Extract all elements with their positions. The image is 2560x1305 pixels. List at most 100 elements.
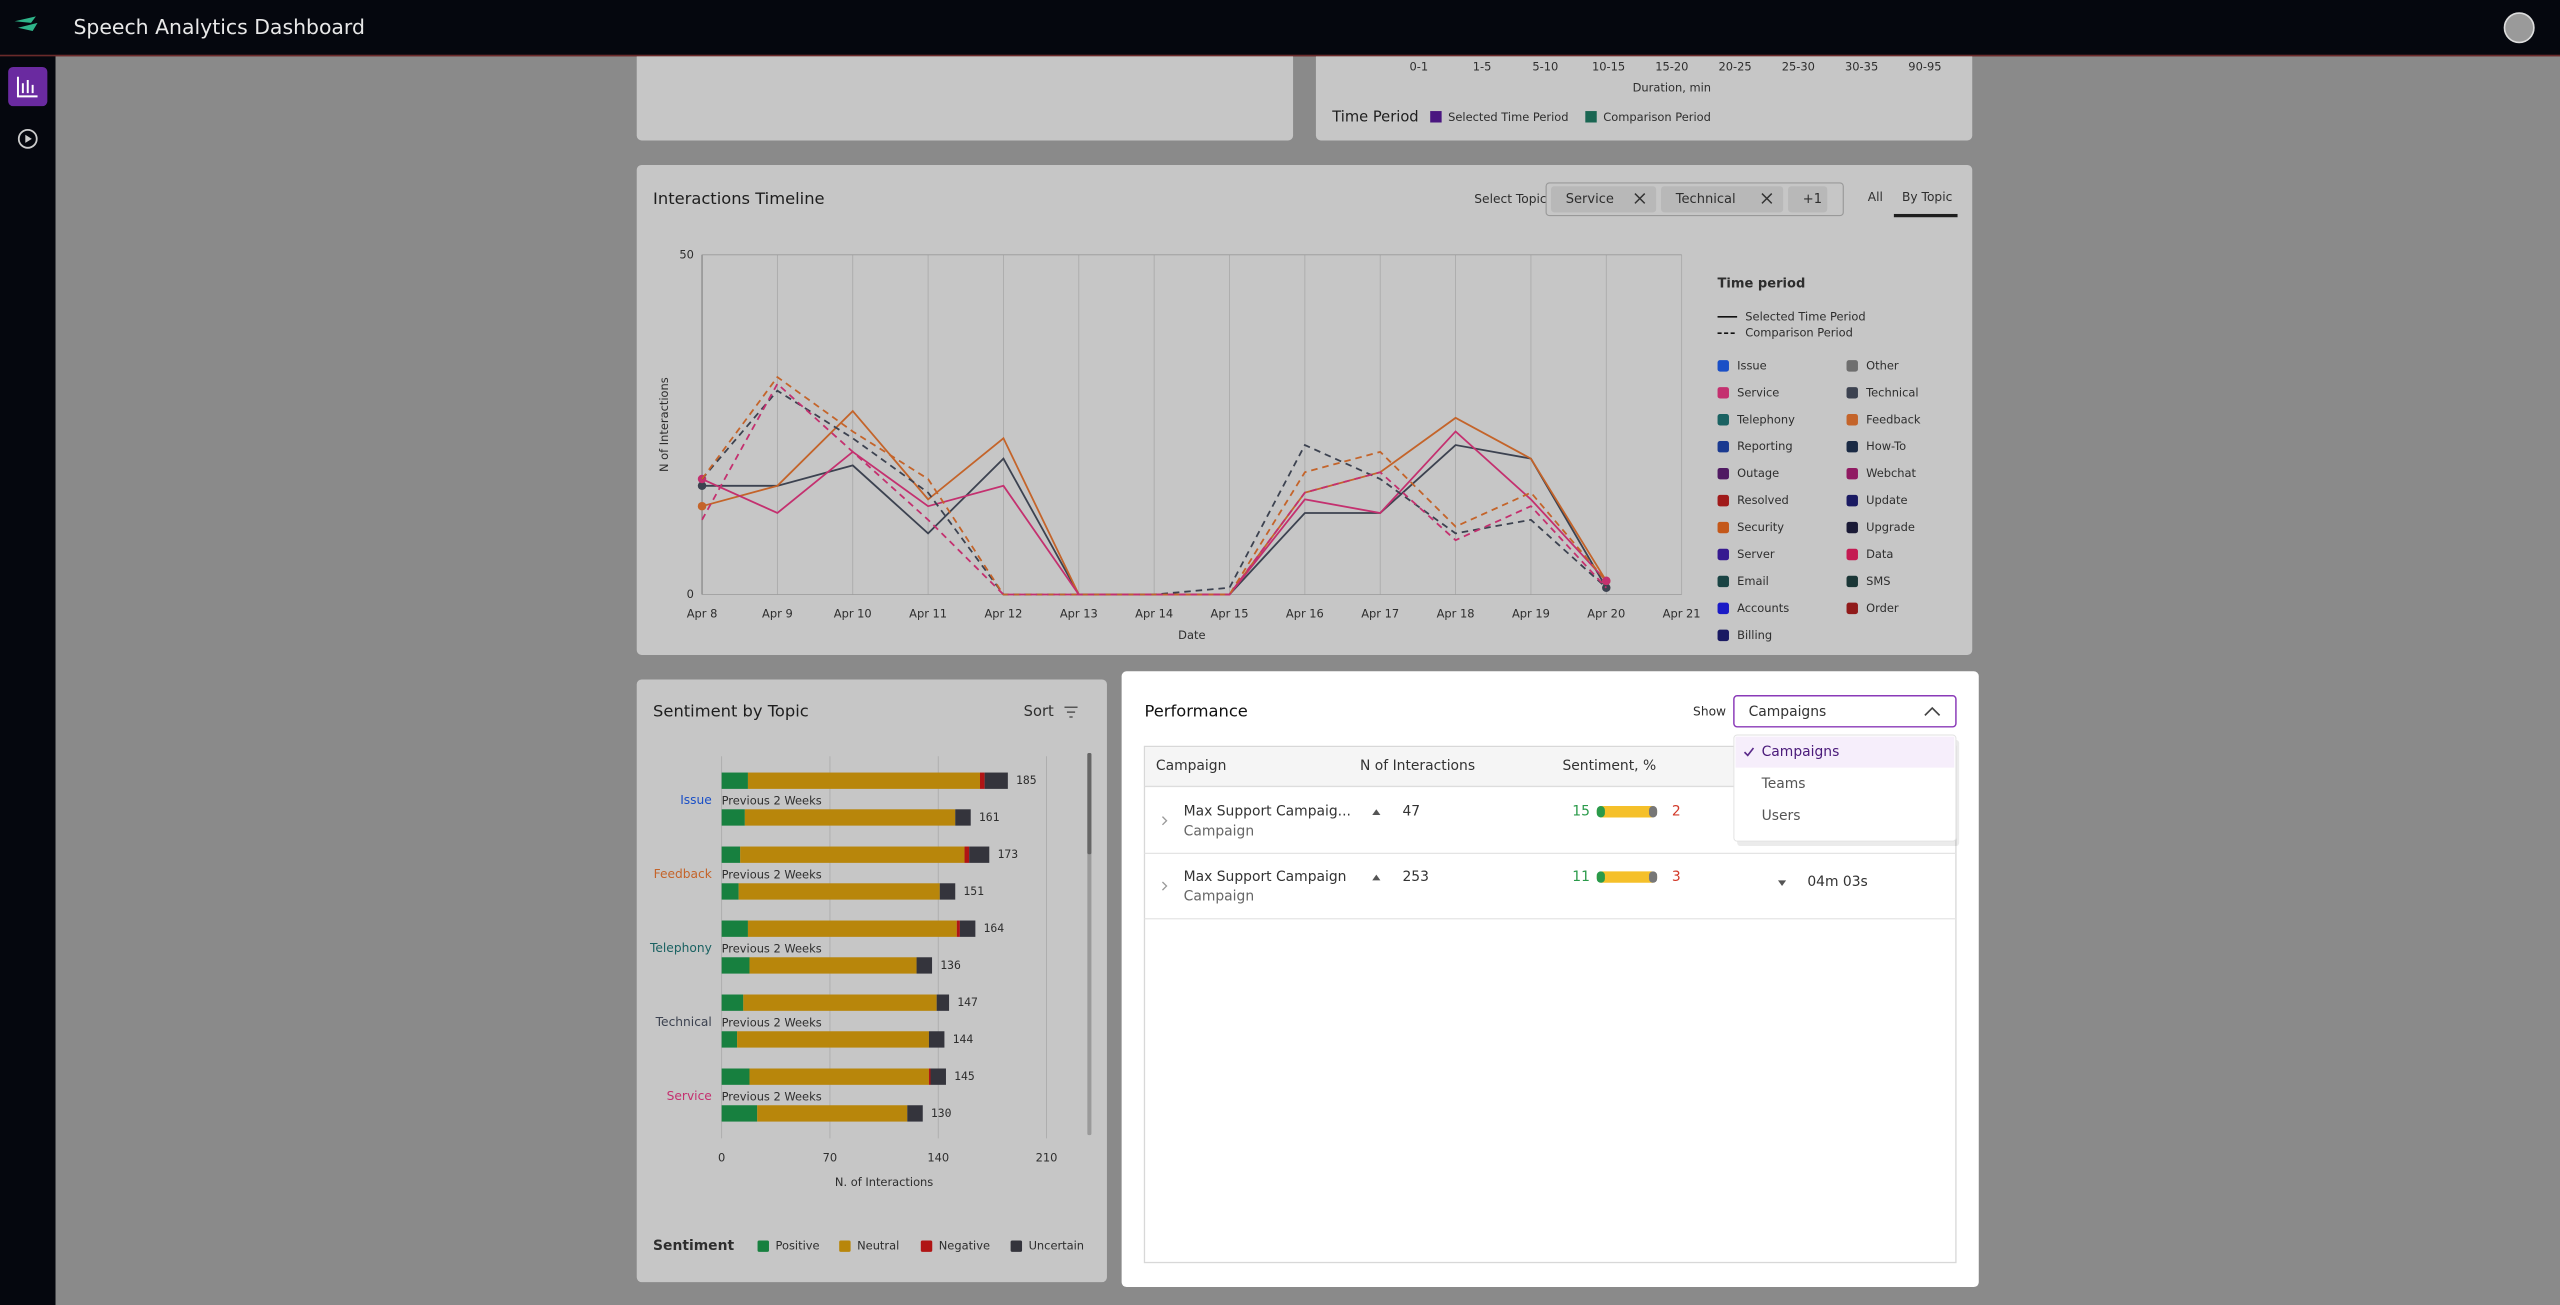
bar-total: 173 <box>997 847 1018 861</box>
legend-label[interactable]: Upgrade <box>1866 520 1915 534</box>
legend-label[interactable]: Issue <box>1737 358 1767 372</box>
bar-segment <box>721 994 744 1011</box>
nav-player[interactable] <box>17 128 38 149</box>
legend-label[interactable]: Feedback <box>1866 412 1921 426</box>
show-select[interactable] <box>1733 695 1957 728</box>
x-tick-label: 1-5 <box>1473 59 1492 73</box>
previous-label: Previous 2 Weeks <box>722 794 822 808</box>
chip-remove[interactable] <box>1634 193 1646 204</box>
legend-swatch[interactable] <box>1717 494 1729 507</box>
legend-swatch[interactable] <box>1717 440 1729 453</box>
tab[interactable]: By Topic <box>1902 190 1952 204</box>
sentiment-bar-unc <box>1648 871 1658 883</box>
sidebar <box>0 55 56 1305</box>
legend-swatch[interactable] <box>1846 548 1858 561</box>
duration: 04m 03s <box>1807 874 1867 890</box>
legend-swatch[interactable] <box>1846 360 1858 372</box>
menu-option[interactable]: Campaigns <box>1762 744 1840 760</box>
sort-button[interactable]: Sort <box>1024 703 1054 720</box>
legend-label[interactable]: Service <box>1737 385 1779 399</box>
legend-swatch[interactable] <box>1846 521 1858 534</box>
chip-label: Technical <box>1675 192 1736 207</box>
x-tick-label: Apr 13 <box>1060 607 1098 621</box>
x-tick-label: Apr 19 <box>1512 607 1550 621</box>
column-header: N of Interactions <box>1360 758 1475 774</box>
legend-swatch[interactable] <box>1846 575 1858 588</box>
sentiment-bar-pos <box>1596 806 1605 818</box>
legend-label[interactable]: Accounts <box>1737 601 1789 615</box>
legend-label[interactable]: Email <box>1737 574 1769 588</box>
x-tick-label: Apr 12 <box>984 607 1022 621</box>
legend-swatch[interactable] <box>1846 494 1858 507</box>
legend-swatch[interactable] <box>1717 387 1729 399</box>
topic-chip[interactable] <box>1661 186 1784 213</box>
topic-chip[interactable] <box>1788 186 1828 213</box>
nav-analytics-icon <box>16 76 38 98</box>
legend-label[interactable]: Billing <box>1737 628 1772 642</box>
legend-swatch[interactable] <box>1846 602 1858 615</box>
legend-swatch[interactable] <box>1717 629 1729 642</box>
legend-title: Sentiment <box>653 1238 734 1254</box>
menu-selected-bg <box>1735 736 1955 768</box>
interactions: 253 <box>1402 869 1428 885</box>
legend-swatch[interactable] <box>1846 440 1858 453</box>
sentiment-bar <box>1596 871 1658 883</box>
legend-label[interactable]: Reporting <box>1737 439 1793 453</box>
menu-option[interactable]: Teams <box>1761 776 1806 792</box>
menu-option[interactable]: Users <box>1762 808 1801 824</box>
bar-segment <box>740 846 965 863</box>
legend-label[interactable]: Other <box>1866 358 1899 372</box>
tab[interactable]: All <box>1868 190 1883 204</box>
legend-label[interactable]: Order <box>1866 601 1899 615</box>
legend-swatch[interactable] <box>1717 602 1729 615</box>
row-expand[interactable] <box>1161 816 1168 826</box>
legend-label[interactable]: Data <box>1866 547 1893 561</box>
scrollbar-thumb[interactable] <box>1087 752 1092 855</box>
bar-total: 144 <box>953 1032 974 1046</box>
legend-swatch <box>839 1240 851 1252</box>
line-endpoint <box>1602 576 1611 586</box>
legend-swatch[interactable] <box>1717 548 1729 561</box>
legend-swatch[interactable] <box>1846 467 1858 480</box>
legend-swatch[interactable] <box>1846 414 1858 426</box>
chip-label: Service <box>1566 192 1614 207</box>
bar-total: 164 <box>984 921 1005 935</box>
legend-label[interactable]: Outage <box>1737 466 1779 480</box>
bar-segment <box>721 1068 750 1085</box>
sort-icon[interactable] <box>1064 706 1078 718</box>
row-expand[interactable] <box>1161 881 1168 891</box>
legend-label[interactable]: Server <box>1737 547 1775 561</box>
legend-swatch[interactable] <box>1717 575 1729 588</box>
x-tick-label: Apr 11 <box>909 607 947 621</box>
line-endpoint <box>697 501 707 511</box>
legend-label[interactable]: SMS <box>1866 574 1890 588</box>
legend-label[interactable]: Resolved <box>1737 493 1789 507</box>
legend-swatch[interactable] <box>1717 360 1729 372</box>
bar-segment <box>721 920 748 937</box>
legend-swatch[interactable] <box>1717 467 1729 480</box>
legend-label[interactable]: Security <box>1737 520 1784 534</box>
top-bar-border <box>0 54 2560 57</box>
avatar[interactable] <box>2503 12 2535 44</box>
legend-swatch <box>920 1240 933 1252</box>
legend-swatch <box>1585 111 1597 123</box>
legend-swatch[interactable] <box>1717 414 1729 426</box>
campaign-type: Campaign <box>1184 823 1254 839</box>
bar-segment <box>737 1031 929 1048</box>
legend-label[interactable]: How-To <box>1866 439 1906 453</box>
topic-select[interactable] <box>1545 182 1844 217</box>
select-chevron[interactable] <box>1924 706 1941 716</box>
legend-swatch[interactable] <box>1717 521 1729 534</box>
legend-label[interactable]: Webchat <box>1866 466 1916 480</box>
legend-swatch[interactable] <box>1846 387 1858 399</box>
bar-segment <box>757 1105 908 1122</box>
legend-label[interactable]: Technical <box>1865 385 1918 399</box>
chip-remove[interactable] <box>1761 193 1773 204</box>
y-tick-label: 50 <box>679 247 694 261</box>
trend-icon <box>1372 874 1381 881</box>
legend-label[interactable]: Update <box>1866 493 1907 507</box>
logo[interactable] <box>14 16 38 32</box>
legend-label[interactable]: Telephony <box>1736 412 1795 426</box>
topic-chip[interactable] <box>1551 186 1657 213</box>
bar-segment <box>907 1105 923 1122</box>
